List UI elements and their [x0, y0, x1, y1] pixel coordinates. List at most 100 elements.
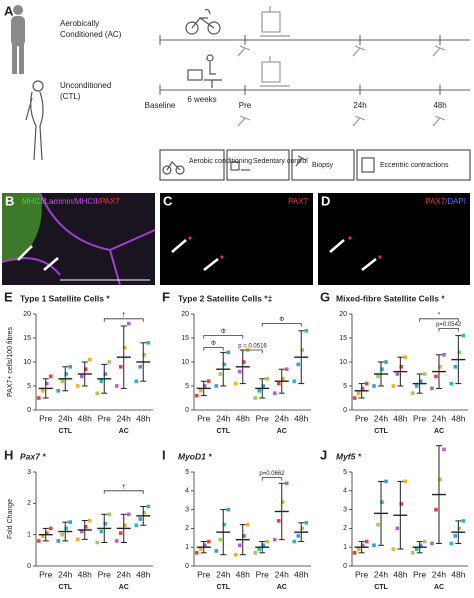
y-tick-label: 2 [27, 500, 31, 507]
data-point [222, 522, 227, 527]
data-point [114, 539, 119, 543]
data-point [146, 504, 151, 509]
group-label: AC [277, 428, 287, 435]
x-tick-label: Pre [197, 413, 211, 423]
data-point [60, 379, 65, 383]
group-label: CTL [216, 584, 230, 591]
data-point [118, 365, 123, 369]
data-point [360, 386, 365, 391]
x-tick-label: 48h [236, 413, 250, 423]
x-tick-label: 24h [58, 569, 72, 579]
x-tick-label: 48h [78, 413, 92, 423]
x-tick-label: 24h [374, 413, 388, 423]
y-tick-label: 15 [339, 335, 347, 342]
y-tick-label: 1 [185, 544, 189, 551]
data-point [430, 386, 434, 391]
data-point [103, 372, 108, 376]
x-tick-label: 48h [78, 569, 92, 579]
panel-label: A [4, 3, 14, 18]
data-point [79, 374, 84, 379]
x-tick-label: 24h [117, 413, 131, 423]
x-tick-label: 24h [275, 569, 289, 579]
y-tick-label: 20 [181, 311, 189, 318]
data-point [296, 362, 301, 367]
sedentary-icon [187, 54, 222, 88]
data-point [261, 384, 266, 388]
annotation: Φ [211, 341, 216, 347]
data-point [414, 384, 419, 388]
y-tick-label: 3 [185, 506, 189, 513]
x-tick-label: Pre [355, 569, 369, 579]
data-point [122, 345, 127, 350]
x-tick-label: 24h [117, 569, 131, 579]
data-point [438, 365, 442, 369]
data-point [95, 391, 100, 395]
panel-label: J [320, 447, 327, 462]
group-label: AC [119, 584, 129, 591]
data-point [442, 353, 446, 357]
y-tick-label: 2 [185, 525, 189, 532]
timeline [159, 35, 470, 95]
panel-label: C [163, 193, 173, 208]
data-point [107, 512, 112, 517]
data-point [410, 551, 415, 555]
data-point [300, 526, 305, 531]
data-point [380, 367, 384, 371]
data-point [300, 348, 305, 352]
x-tick-label: 48h [136, 413, 150, 423]
group-label: CTL [58, 584, 72, 591]
data-point [352, 551, 357, 555]
data-point [99, 379, 104, 383]
data-point [261, 543, 266, 548]
data-point [95, 540, 100, 545]
data-point [114, 384, 119, 388]
annotation-bracket [103, 318, 144, 322]
data-point [56, 539, 61, 543]
annotation: † [122, 312, 125, 318]
group-label: Aerobically [60, 19, 99, 28]
data-point [202, 543, 207, 548]
y-tick-label: 5 [185, 469, 189, 476]
data-point [364, 381, 369, 386]
data-point [36, 539, 41, 543]
data-point [64, 526, 69, 531]
data-point [372, 543, 376, 548]
y-tick-label: 1 [27, 532, 31, 539]
data-point [218, 537, 223, 542]
data-point [403, 479, 408, 484]
data-point [83, 367, 88, 371]
panel-label: B [5, 193, 14, 208]
data-point [410, 391, 415, 395]
x-tick-label: 48h [236, 569, 250, 579]
data-point [449, 541, 454, 546]
x-tick-label: 48h [393, 413, 407, 423]
data-point [449, 381, 454, 386]
data-point [453, 534, 458, 538]
y-tick-label: 1 [343, 544, 347, 551]
timepoint-label: 48h [433, 101, 446, 110]
chart-title: Type 2 Satellite Cells *‡ [178, 293, 273, 303]
data-point [126, 512, 131, 517]
data-point [226, 350, 231, 355]
group-label: (CTL) [60, 92, 81, 101]
panel-label: G [320, 289, 330, 304]
data-point [222, 362, 227, 367]
y-tick-label: 0 [27, 407, 31, 414]
data-point [233, 381, 238, 386]
data-point [356, 391, 361, 395]
data-point [430, 541, 434, 546]
y-tick-label: 0 [185, 407, 189, 414]
data-point [75, 384, 80, 388]
annotation-bracket [103, 490, 144, 494]
data-point [226, 507, 231, 512]
person-ac [11, 5, 25, 74]
data-point [399, 365, 404, 369]
data-point [272, 391, 277, 395]
annotation: * [438, 312, 441, 318]
group-label: Unconditioned [60, 81, 111, 90]
timepoint-label: Baseline [145, 101, 176, 110]
data-point [40, 534, 45, 539]
data-point [284, 367, 289, 371]
panel-label: F [162, 289, 170, 304]
